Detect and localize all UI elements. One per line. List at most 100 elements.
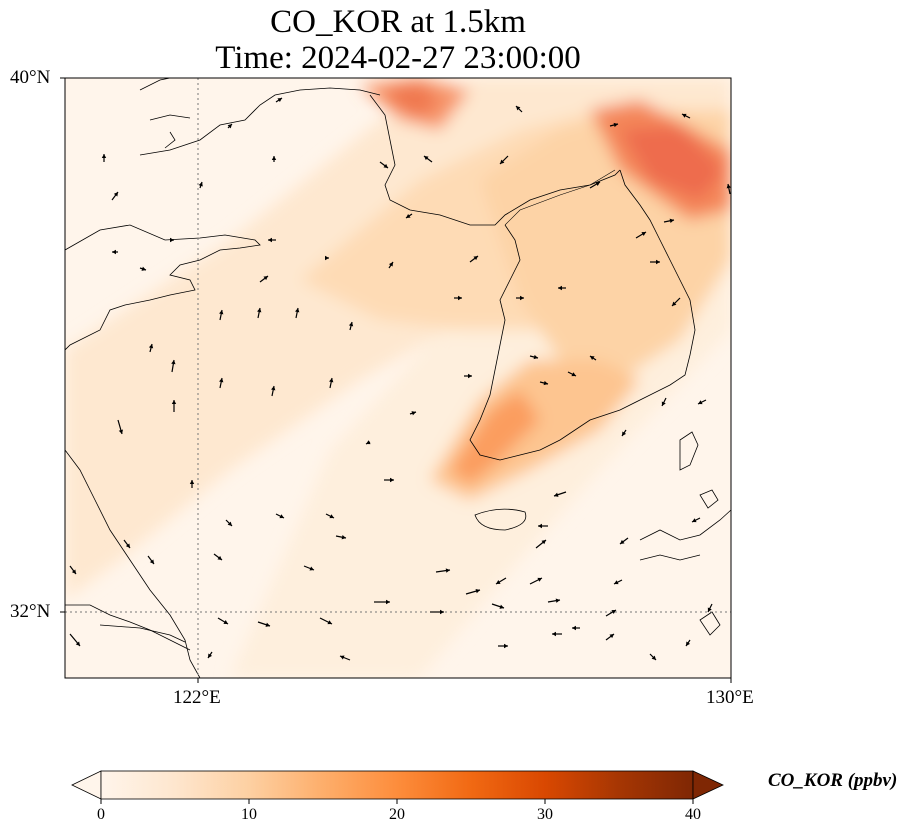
wind-arrow-head bbox=[707, 607, 712, 612]
wind-arrow-head bbox=[500, 159, 505, 164]
wind-arrow-head bbox=[219, 378, 224, 383]
wind-arrow-head bbox=[516, 106, 521, 111]
wind-arrow-head bbox=[329, 378, 334, 383]
wind-arrow-head bbox=[366, 440, 371, 445]
wind-arrow-head bbox=[571, 372, 576, 377]
colorbar-label: CO_KOR (ppbv) bbox=[768, 770, 898, 791]
wind-arrow-head bbox=[614, 580, 619, 585]
wind-arrow-head bbox=[672, 301, 677, 306]
wind-arrow-head bbox=[572, 625, 576, 631]
wind-arrow-head bbox=[473, 256, 478, 261]
lon-tick-122e: 122°E bbox=[173, 687, 221, 708]
wind-arrow-head bbox=[440, 609, 444, 615]
wind-arrow-head bbox=[295, 308, 300, 313]
wind-arrow-head bbox=[651, 655, 656, 660]
wind-arrow-head bbox=[227, 521, 232, 526]
map-frame bbox=[64, 77, 732, 679]
wind-arrow-head bbox=[257, 308, 262, 313]
wind-arrow-head bbox=[279, 514, 284, 519]
wind-arrow-head bbox=[726, 184, 731, 189]
wind-arrow-head bbox=[208, 653, 213, 658]
lat-tick-40n: 40°N bbox=[10, 67, 51, 88]
wind-arrow-head bbox=[340, 655, 345, 660]
wind-arrow-head bbox=[538, 523, 542, 529]
wind-arrow-head bbox=[555, 598, 560, 603]
wind-arrow-head bbox=[386, 599, 390, 605]
wind-arrow-head bbox=[327, 620, 332, 625]
wind-arrow-head bbox=[496, 580, 501, 584]
wind-arrow-head bbox=[504, 643, 508, 649]
wind-arrow-head bbox=[141, 266, 146, 271]
axis-ticks bbox=[60, 77, 732, 683]
wind-arrow-head bbox=[520, 295, 524, 301]
lat-tick-32n: 32°N bbox=[10, 601, 51, 622]
wind-arrow-head bbox=[641, 232, 646, 236]
wind-arrow-head bbox=[669, 218, 674, 223]
wind-arrow-head bbox=[475, 588, 480, 594]
wind-arrow-head bbox=[149, 559, 154, 564]
wind-vectors bbox=[69, 97, 731, 661]
wind-arrow-head bbox=[101, 154, 107, 158]
colorbar-tick-10: 10 bbox=[241, 806, 257, 823]
wind-arrow-head bbox=[170, 237, 174, 243]
wind-arrow-head bbox=[558, 285, 562, 291]
wind-arrow-head bbox=[682, 113, 687, 118]
map-title-line1: CO_KOR at 1.5km bbox=[270, 4, 526, 40]
wind-arrow-head bbox=[613, 122, 618, 128]
colorbar-tick-30: 30 bbox=[537, 806, 553, 823]
wind-arrow-head bbox=[329, 514, 334, 519]
wind-arrow-head bbox=[468, 373, 472, 379]
wind-arrow-head bbox=[309, 566, 314, 571]
wind-arrow-head bbox=[227, 124, 232, 129]
wind-arrow-head bbox=[118, 429, 124, 434]
coastlines bbox=[65, 78, 731, 678]
wind-arrow-head bbox=[271, 156, 277, 160]
co-concentration-field bbox=[65, 78, 731, 678]
wind-arrow-head bbox=[383, 163, 388, 168]
wind-arrow-head bbox=[125, 543, 130, 548]
wind-arrow-head bbox=[622, 431, 627, 436]
wind-arrow-head bbox=[390, 477, 394, 483]
wind-arrow-head bbox=[277, 98, 282, 103]
wind-arrow-head bbox=[611, 610, 616, 614]
wind-arrow-head bbox=[692, 518, 697, 523]
wind-arrow-head bbox=[217, 555, 222, 560]
wind-arrow-head bbox=[661, 401, 666, 406]
wind-arrow-head bbox=[268, 237, 272, 243]
wind-arrow-head bbox=[533, 354, 538, 360]
wind-arrow-head bbox=[388, 262, 393, 267]
wind-arrow-head bbox=[620, 539, 625, 544]
map-title-line2: Time: 2024-02-27 23:00:00 bbox=[215, 40, 581, 76]
wind-arrow-head bbox=[75, 641, 80, 646]
wind-arrow-head bbox=[445, 568, 450, 573]
wind-arrow-head bbox=[554, 492, 559, 497]
gridlines bbox=[65, 78, 731, 678]
wind-arrow-head bbox=[271, 386, 276, 391]
wind-arrow-head bbox=[595, 182, 600, 186]
wind-arrow-head bbox=[112, 249, 116, 255]
colorbar-tick-20: 20 bbox=[389, 806, 405, 823]
wind-arrow-head bbox=[424, 156, 429, 161]
map-area bbox=[65, 78, 731, 678]
wind-arrow-head bbox=[499, 604, 504, 609]
border-line bbox=[504, 169, 616, 226]
lon-tick-130e: 130°E bbox=[706, 687, 754, 708]
wind-arrow-head bbox=[265, 622, 270, 627]
wind-arrow-head bbox=[198, 182, 203, 187]
colorbar-tick-0: 0 bbox=[97, 806, 105, 823]
wind-arrow-head bbox=[609, 634, 614, 639]
wind-arrow-head bbox=[698, 400, 703, 405]
wind-arrow-head bbox=[148, 344, 154, 349]
wind-arrow-head bbox=[223, 620, 228, 624]
wind-arrow-head bbox=[263, 276, 268, 281]
wind-arrow-head bbox=[543, 380, 548, 386]
wind-arrow-head bbox=[171, 360, 176, 365]
wind-arrow-head bbox=[656, 259, 660, 265]
colorbar-tick-40: 40 bbox=[685, 806, 701, 823]
wind-arrow-head bbox=[406, 213, 411, 218]
wind-arrow-head bbox=[189, 480, 195, 484]
wind-arrow-head bbox=[590, 356, 595, 361]
wind-arrow-head bbox=[348, 322, 354, 327]
wind-arrow-head bbox=[219, 310, 224, 315]
